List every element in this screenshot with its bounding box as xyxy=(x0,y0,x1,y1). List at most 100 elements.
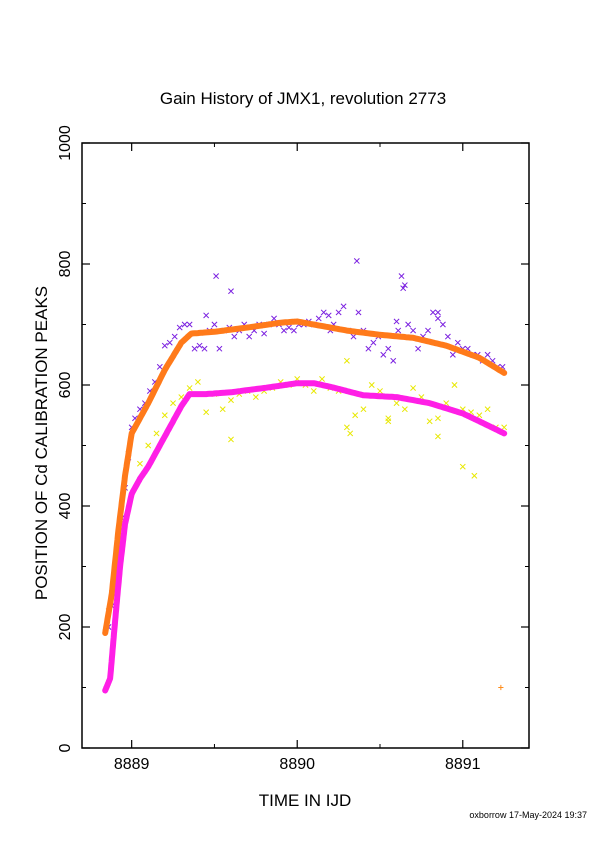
data-point xyxy=(216,345,223,352)
data-point xyxy=(211,321,218,328)
data-point xyxy=(343,357,350,364)
data-point xyxy=(219,406,226,413)
data-point xyxy=(393,400,400,407)
data-point xyxy=(410,327,417,334)
data-point xyxy=(459,463,466,470)
data-point xyxy=(398,273,405,280)
x-axis-label: TIME IN IJD xyxy=(259,791,352,810)
y-tick-label: 200 xyxy=(57,614,74,641)
data-point xyxy=(176,324,183,331)
data-point xyxy=(261,330,268,337)
y-tick-label: 600 xyxy=(57,372,74,399)
data-point xyxy=(434,315,441,322)
data-point xyxy=(203,409,210,416)
data-point xyxy=(310,388,317,395)
data-point xyxy=(393,318,400,325)
data-point xyxy=(484,351,491,358)
data-point xyxy=(454,339,461,346)
data-point xyxy=(181,321,188,328)
data-point xyxy=(451,382,458,388)
fit-curve-line xyxy=(102,380,508,694)
chart-title: Gain History of JMX1, revolution 2773 xyxy=(160,89,446,108)
data-point xyxy=(320,309,327,316)
data-point xyxy=(415,345,422,352)
x-tick-label: 8891 xyxy=(445,756,481,773)
data-point xyxy=(186,385,193,391)
data-point xyxy=(365,345,372,352)
data-point xyxy=(444,333,451,340)
y-axis: 0 200 400 600 800 1000 xyxy=(57,125,529,752)
data-point xyxy=(252,394,259,401)
data-point xyxy=(425,327,431,334)
series-layer xyxy=(102,258,508,694)
data-point xyxy=(405,321,412,328)
plot-frame xyxy=(81,142,530,749)
data-point xyxy=(426,418,433,425)
data-point xyxy=(380,351,387,358)
data-point xyxy=(352,412,359,419)
data-point xyxy=(390,357,397,364)
data-point xyxy=(401,406,408,413)
data-point xyxy=(153,430,160,437)
data-point xyxy=(228,288,234,295)
data-point xyxy=(315,315,322,322)
data-point xyxy=(319,375,326,382)
data-point xyxy=(434,309,441,316)
data-point xyxy=(343,424,350,431)
data-point xyxy=(347,430,354,437)
data-point xyxy=(228,436,234,443)
data-point xyxy=(290,327,297,334)
data-point xyxy=(370,339,377,346)
x-tick-label: 8889 xyxy=(114,756,150,773)
data-point xyxy=(228,397,234,404)
data-point xyxy=(171,333,178,340)
data-point xyxy=(285,324,292,331)
y-tick-label: 800 xyxy=(57,251,74,278)
data-point xyxy=(377,388,383,395)
data-point xyxy=(355,309,362,316)
data-point xyxy=(430,309,436,316)
data-point xyxy=(156,363,163,370)
data-point xyxy=(325,312,332,319)
y-tick-label: 1000 xyxy=(57,125,74,161)
data-point xyxy=(196,342,203,349)
footer-signature: oxborrow 17-May-2024 19:37 xyxy=(469,810,587,820)
data-point xyxy=(161,342,168,349)
data-point xyxy=(350,333,357,340)
data-point xyxy=(191,345,198,352)
data-point xyxy=(246,333,253,340)
x-tick-label: 8890 xyxy=(279,756,315,773)
data-point xyxy=(498,684,504,691)
data-point xyxy=(194,379,201,385)
data-point xyxy=(166,339,173,346)
data-point xyxy=(410,385,417,391)
y-tick-label: 400 xyxy=(57,493,74,520)
data-point xyxy=(145,442,152,449)
data-point xyxy=(186,321,193,328)
data-point xyxy=(484,406,491,413)
data-point xyxy=(501,424,508,431)
data-point xyxy=(136,460,143,467)
data-point xyxy=(271,315,277,322)
data-point xyxy=(201,345,208,352)
y-tick-label: 0 xyxy=(57,743,74,752)
data-point xyxy=(449,351,456,358)
data-point xyxy=(170,400,177,407)
data-point xyxy=(385,418,392,425)
data-point xyxy=(161,412,168,419)
data-point xyxy=(368,382,375,388)
data-point xyxy=(360,406,367,413)
data-point xyxy=(476,412,483,419)
data-point xyxy=(340,303,347,310)
data-point xyxy=(439,321,446,328)
y-axis-label: POSITION OF Cd CALIBRATION PEAKS xyxy=(32,286,51,600)
data-point xyxy=(213,273,220,280)
data-point xyxy=(434,415,441,422)
data-point xyxy=(385,345,392,352)
data-point xyxy=(231,333,238,340)
data-point xyxy=(395,327,402,334)
data-point xyxy=(471,472,478,479)
data-point xyxy=(203,312,210,319)
data-point xyxy=(401,282,408,289)
